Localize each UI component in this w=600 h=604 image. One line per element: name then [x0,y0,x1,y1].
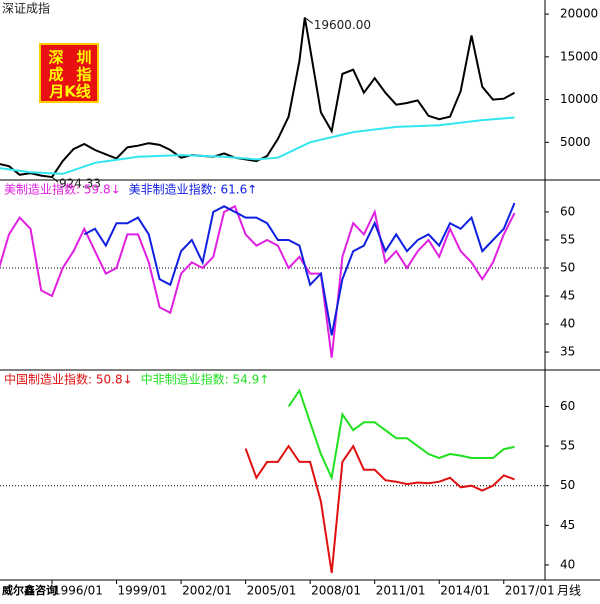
y-tick-label: 50 [560,478,575,492]
y-tick-label: 40 [560,317,575,331]
badge-text: 月K线 [48,83,91,101]
line-series [83,202,516,336]
y-tick-label: 5000 [560,135,591,149]
x-tick-label: 2014/01 [440,584,490,598]
x-tick-label: 2008/01 [311,584,361,598]
x-tick-label: 1996/01 [53,584,103,598]
line-series [244,444,515,574]
y-tick-label: 50 [560,260,575,274]
badge-text: 深 [48,49,63,67]
y-tick-label: 15000 [560,49,598,63]
x-tick-label: 2011/01 [376,584,426,598]
annotation: 19600.00 [314,18,371,32]
x-tick-label: 2002/01 [182,584,232,598]
y-tick-label: 10000 [560,92,598,106]
badge-text: 指 [76,66,91,84]
line-series [0,204,516,358]
badge-text: 圳 [76,49,91,67]
y-tick-label: 20000 [560,7,598,21]
legend-entry: 美制造业指数: 59.8↓ [4,182,121,197]
badge-text: 成 [48,66,63,84]
annotation: 924.33 [59,177,101,191]
badge-box [39,43,99,103]
annotation-pointer [51,176,59,183]
line-series [0,116,515,175]
y-tick-label: 60 [560,399,575,413]
badge: 深 圳 成 指 月K线 [39,43,99,103]
y-tick-label: 45 [560,518,575,532]
annotation-pointer [304,17,314,24]
x-tick-label: 1999/01 [118,584,168,598]
y-tick-label: 40 [560,557,575,571]
chart-title: 深证成指 [2,1,50,16]
x-tick-label: 2017/01 [505,584,555,598]
y-tick-label: 60 [560,204,575,218]
x-tick-label: 2005/01 [247,584,297,598]
y-tick-label: 45 [560,289,575,303]
line-series [287,388,515,482]
y-tick-label: 55 [560,439,575,453]
legend-entry: 中国制造业指数: 50.8↓ [4,372,133,387]
y-tick-label: 55 [560,232,575,246]
period-label: 月线 [557,584,581,598]
legend-entry: 中非制造业指数: 54.9↑ [141,372,270,387]
source: 威尔鑫咨询 [2,583,57,597]
legend-entry: 美非制造业指数: 61.6↑ [129,182,258,197]
y-tick-label: 35 [560,345,575,359]
